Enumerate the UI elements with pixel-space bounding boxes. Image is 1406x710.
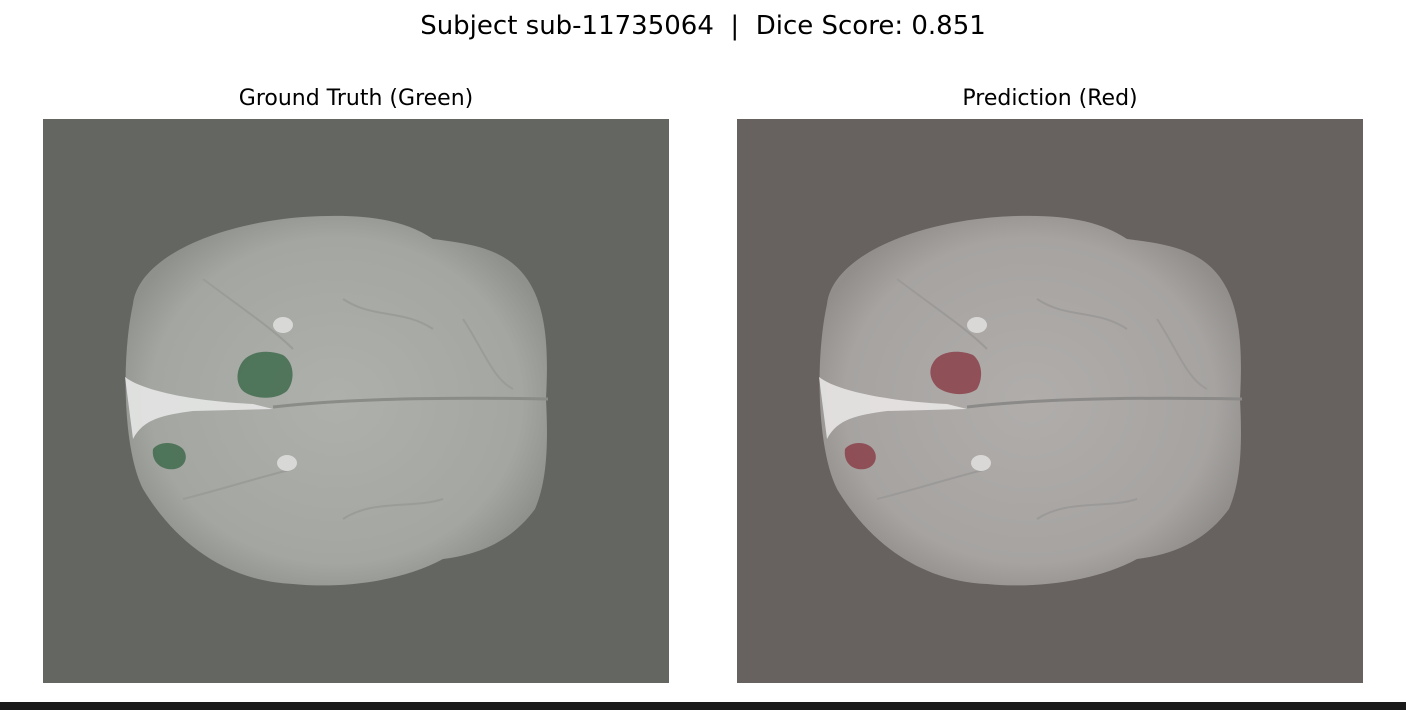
tumor-overlay-small (844, 443, 876, 470)
midline-bright (819, 377, 967, 439)
tumor-overlay-large (930, 351, 982, 395)
sulcus-line (876, 278, 1208, 520)
midline-bright (125, 377, 273, 439)
midline-fissure (966, 396, 1243, 409)
midline-fissure (272, 396, 549, 409)
ground-truth-image (43, 119, 669, 683)
prediction-image (737, 119, 1363, 683)
ventricle-upper (273, 317, 293, 333)
bottom-border (0, 702, 1406, 710)
panel-prediction (737, 119, 1363, 683)
figure-title: Subject sub-11735064 | Dice Score: 0.851 (420, 11, 986, 41)
panel-ground-truth (43, 119, 669, 683)
panel-title-prediction: Prediction (Red) (962, 86, 1138, 111)
tumor-overlay-large (237, 351, 293, 398)
ventricle-upper (967, 317, 987, 333)
sulcus-line (182, 278, 514, 520)
panel-title-ground-truth: Ground Truth (Green) (238, 86, 474, 111)
ventricle-lower (277, 455, 297, 471)
ventricle-lower (971, 455, 991, 471)
tumor-overlay-small (152, 443, 186, 470)
